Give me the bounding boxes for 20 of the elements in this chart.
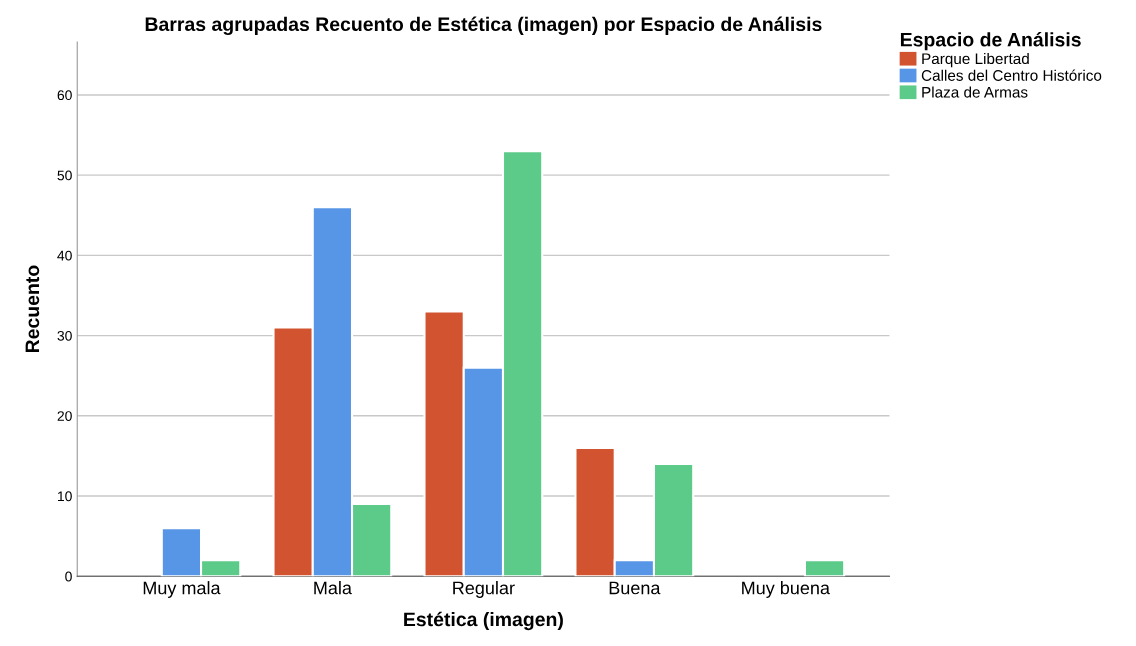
legend-label: Calles del Centro Histórico — [921, 69, 1102, 81]
x-tick-label: Regular — [453, 581, 515, 598]
y-tick-label: 0 — [65, 571, 72, 582]
x-tick-label: Muy mala — [143, 581, 221, 598]
x-tick-label: Buena — [609, 581, 661, 595]
legend-label: Plaza de Armas — [922, 86, 1028, 98]
x-tick-label: Mala — [314, 581, 352, 595]
chart-title: Barras agrupadas Recuento de Estética (imagen) por Espacio de Análisis — [145, 16, 822, 35]
y-tick-label: 30 — [57, 330, 72, 341]
x-axis-title: Estética (imagen) — [404, 611, 563, 631]
x-tick-label: Muy buena — [742, 581, 830, 598]
y-axis-title: Recuento — [25, 265, 40, 353]
y-tick-label: 50 — [57, 170, 72, 181]
y-tick-label: 60 — [57, 90, 72, 101]
legend-label: Parque Libertad — [922, 52, 1029, 68]
legend-title: Espacio de Análisis — [900, 32, 1081, 51]
bar — [803, 559, 846, 577]
y-tick-label: 10 — [58, 491, 72, 502]
y-tick-label: 40 — [57, 250, 72, 261]
y-tick-label: 20 — [57, 411, 72, 421]
